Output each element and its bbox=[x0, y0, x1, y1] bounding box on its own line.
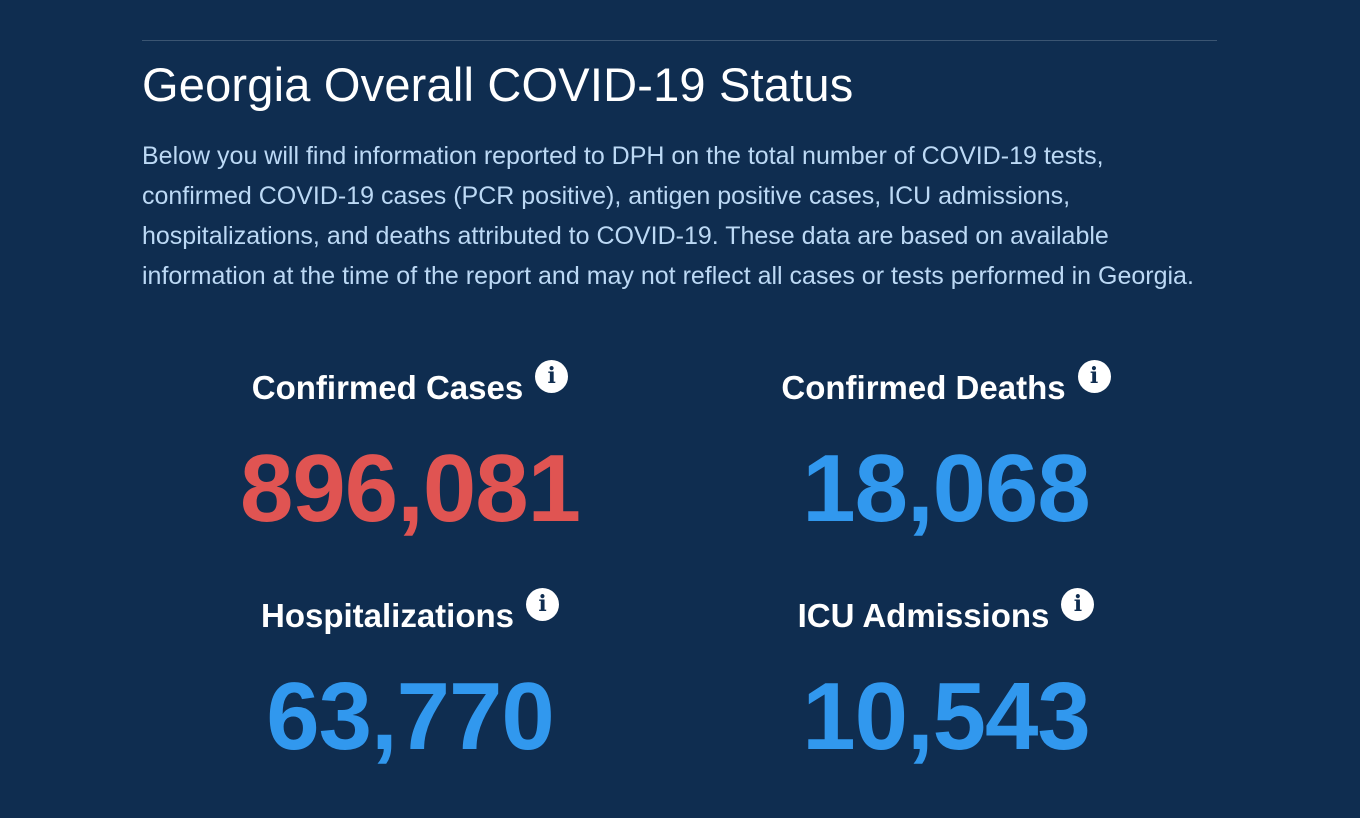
stat-label-confirmed-deaths: Confirmed Deaths bbox=[781, 369, 1066, 406]
stat-label-row: Confirmed Cases i bbox=[210, 360, 610, 410]
stat-label-row: Hospitalizations i bbox=[210, 588, 610, 638]
stat-value-hospitalizations: 63,770 bbox=[266, 663, 555, 770]
stat-icu-admissions: ICU Admissions i 10,543 bbox=[746, 588, 1146, 772]
stat-confirmed-deaths: Confirmed Deaths i 18,068 bbox=[746, 360, 1146, 544]
stat-value-confirmed-deaths: 18,068 bbox=[802, 435, 1091, 542]
stat-value-icu-admissions: 10,543 bbox=[802, 663, 1091, 770]
info-icon[interactable]: i bbox=[535, 360, 569, 393]
page-title: Georgia Overall COVID-19 Status bbox=[142, 58, 854, 111]
stat-label-hospitalizations: Hospitalizations bbox=[260, 597, 515, 634]
stat-hospitalizations: Hospitalizations i 63,770 bbox=[210, 588, 610, 772]
section-divider bbox=[142, 40, 1217, 41]
stat-label-confirmed-cases: Confirmed Cases bbox=[251, 369, 524, 406]
stat-confirmed-cases: Confirmed Cases i 896,081 bbox=[210, 360, 610, 544]
stat-label-row: Confirmed Deaths i bbox=[746, 360, 1146, 410]
info-icon[interactable]: i bbox=[1061, 588, 1095, 621]
stat-value-confirmed-cases: 896,081 bbox=[239, 435, 581, 542]
info-icon[interactable]: i bbox=[1077, 360, 1111, 393]
page-description: Below you will find information reported… bbox=[142, 142, 1194, 290]
info-icon[interactable]: i bbox=[526, 588, 560, 621]
status-section: Georgia Overall COVID-19 Status Below yo… bbox=[142, 40, 1217, 296]
stat-label-row: ICU Admissions i bbox=[746, 588, 1146, 638]
stat-label-icu-admissions: ICU Admissions bbox=[797, 597, 1050, 634]
